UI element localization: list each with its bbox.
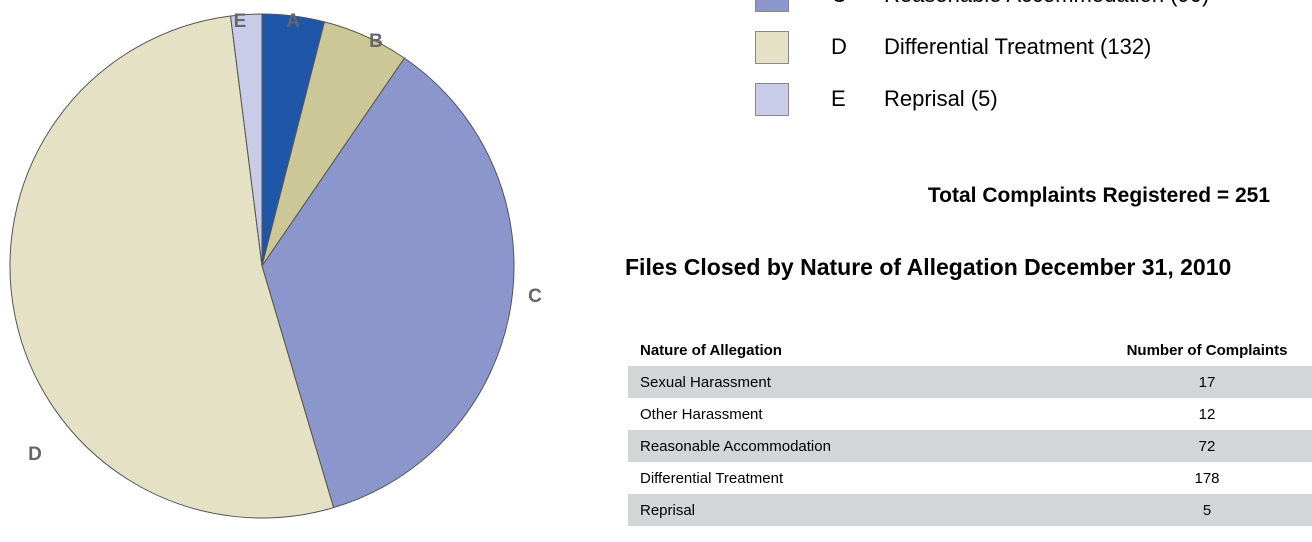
pie-slice (9, 15, 335, 519)
pie-slice (229, 13, 263, 267)
legend-entry: C Reasonable Accommodation (90) (755, 0, 1312, 12)
legend-key: E (831, 86, 846, 111)
table-row: Sexual Harassment 17 (628, 366, 1312, 398)
legend-swatch (755, 31, 789, 64)
table-row: Reprisal 5 (628, 494, 1312, 526)
legend-entry: E Reprisal (5) (755, 83, 1312, 116)
table: Nature of Allegation Number of Complaints… (628, 334, 1312, 526)
legend-entry: D Differential Treatment (132) (755, 31, 1312, 64)
table-row: Differential Treatment 178 (628, 462, 1312, 494)
legend-label: Reprisal (5) (884, 86, 998, 111)
header-cell: Nature of Allegation (640, 341, 782, 359)
slice-label: B (369, 31, 383, 52)
pie-slice (261, 57, 515, 509)
table-title: Files Closed by Nature of Allegation Dec… (625, 254, 1232, 280)
table-cell: 17 (1102, 366, 1312, 398)
table-row: Reasonable Accommodation 72 (628, 430, 1312, 462)
legend-label: Reasonable Accommodation (90) (884, 0, 1209, 8)
header-row: Nature of Allegation Number of Complaints (628, 334, 1312, 366)
slice-label: A (286, 11, 300, 32)
legend-label: Differential Treatment (132) (884, 34, 1152, 59)
legend-swatch (755, 83, 789, 116)
legend-swatch (755, 0, 789, 12)
table-cell: 5 (1102, 494, 1312, 526)
total: Total Complaints Registered = 251 (927, 184, 1270, 207)
slice-label: D (28, 444, 42, 465)
table-cell: Differential Treatment (640, 469, 784, 487)
table-cell: 72 (1102, 430, 1312, 462)
pie-chart: A B C D E (9, 11, 542, 519)
table-cell: 178 (1194, 469, 1220, 487)
slice-label: E (234, 11, 247, 32)
table-cell: Sexual Harassment (628, 366, 1102, 398)
table-cell: Reprisal (628, 494, 1102, 526)
table-cell: 12 (1198, 405, 1216, 423)
slice-label: C (528, 286, 542, 307)
legend-key: D (831, 34, 847, 59)
table-cell: Reasonable Accommodation (628, 430, 1102, 462)
table-cell: Other Harassment (640, 405, 763, 423)
table-row: Other Harassment 12 (628, 398, 1312, 430)
legend-key: C (831, 0, 847, 8)
header-cell: Number of Complaints (1126, 341, 1288, 359)
